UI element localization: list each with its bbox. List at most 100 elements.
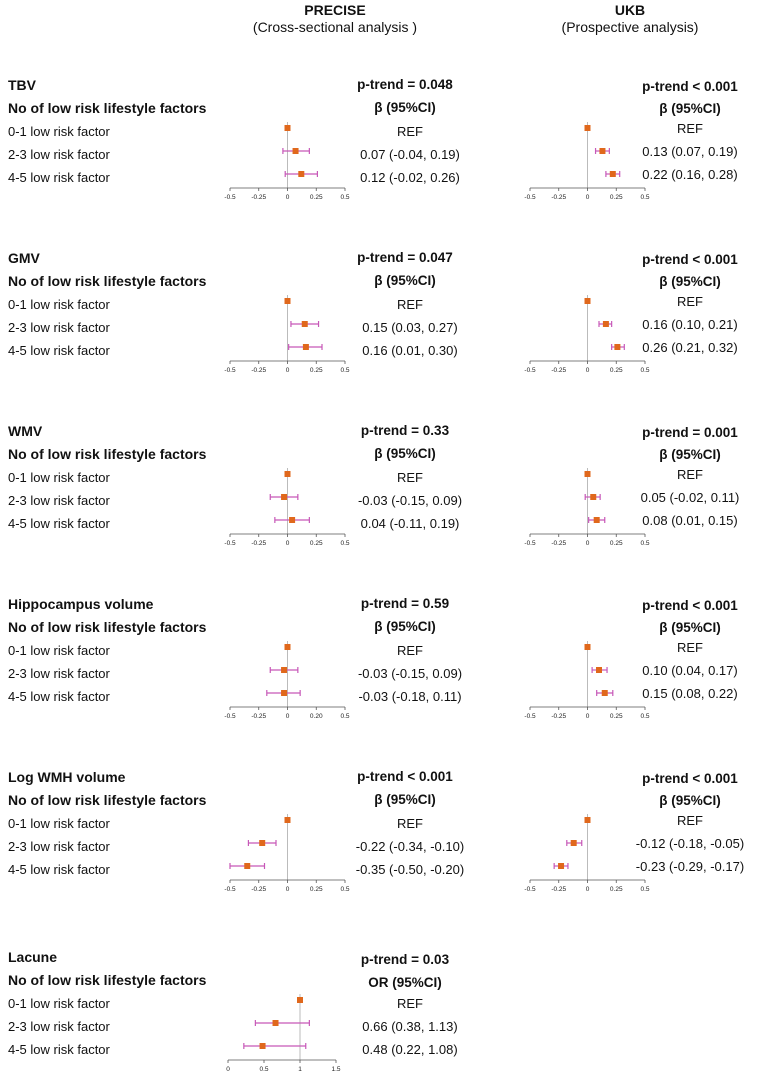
- ukb-stat-header: β (95%CI): [659, 620, 721, 635]
- ukb-estimate-label: REF: [677, 640, 703, 655]
- ukb-estimate-label: REF: [677, 294, 703, 309]
- row-label: 4-5 low risk factor: [8, 343, 110, 358]
- ukb-point-estimate: [584, 471, 591, 477]
- ukb-x-tick-label: -0.25: [551, 540, 566, 547]
- precise-point-estimate: [281, 494, 288, 500]
- precise-estimate-label: REF: [397, 297, 423, 312]
- ukb-ptrend: p-trend < 0.001: [642, 771, 738, 786]
- group-label: No of low risk lifestyle factors: [8, 619, 207, 635]
- ukb-header: UKB (Prospective analysis): [500, 2, 760, 36]
- precise-point-estimate: [284, 817, 291, 823]
- ukb-point-estimate: [590, 494, 597, 500]
- row-label: 2-3 low risk factor: [8, 147, 110, 162]
- ukb-point-estimate: [584, 125, 591, 131]
- ukb-stat-header: β (95%CI): [659, 101, 721, 116]
- row-label: 0-1 low risk factor: [8, 124, 110, 139]
- group-label: No of low risk lifestyle factors: [8, 972, 207, 988]
- panel-title: TBV: [8, 77, 36, 93]
- precise-x-tick-label: 0.25: [310, 194, 323, 201]
- ukb-x-tick-label: 0.25: [610, 886, 623, 893]
- ukb-x-tick-label: -0.25: [551, 886, 566, 893]
- precise-x-tick-label: 0: [226, 1066, 230, 1073]
- ukb-x-tick-label: 0.5: [640, 367, 649, 374]
- ukb-stat-header: β (95%CI): [659, 793, 721, 808]
- precise-estimate-label: 0.66 (0.38, 1.13): [362, 1019, 458, 1034]
- ukb-x-tick-label: 0.25: [610, 713, 623, 720]
- group-label: No of low risk lifestyle factors: [8, 273, 207, 289]
- precise-estimate-label: REF: [397, 643, 423, 658]
- ukb-x-tick-label: 0.25: [610, 194, 623, 201]
- ukb-point-estimate: [584, 644, 591, 650]
- precise-forest-plot-1: -0.5 -0.25 0 0.25 0.5: [224, 295, 350, 374]
- precise-x-tick-label: 0.20: [310, 713, 323, 720]
- precise-estimate-label: 0.07 (-0.04, 0.19): [360, 147, 460, 162]
- precise-estimate-label: 0.16 (0.01, 0.30): [362, 343, 458, 358]
- ukb-x-tick-label: -0.5: [524, 713, 536, 720]
- ukb-x-tick-label: 0.5: [640, 540, 649, 547]
- precise-x-tick-label: -0.25: [251, 886, 266, 893]
- precise-estimate-label: -0.22 (-0.34, -0.10): [355, 839, 465, 854]
- precise-estimate-label: REF: [397, 124, 423, 139]
- ukb-forest-plot-0: -0.5 -0.25 0 0.25 0.5: [524, 122, 650, 201]
- precise-estimate-label: 0.12 (-0.02, 0.26): [360, 170, 460, 185]
- ukb-x-tick-label: 0: [586, 713, 590, 720]
- ukb-point-estimate: [558, 863, 565, 869]
- group-label: No of low risk lifestyle factors: [8, 100, 207, 116]
- precise-x-tick-label: 1: [298, 1066, 302, 1073]
- precise-subtitle: (Cross-sectional analysis ): [252, 19, 418, 35]
- precise-x-tick-label: -0.25: [251, 194, 266, 201]
- ukb-estimate-label: 0.05 (-0.02, 0.11): [640, 490, 740, 505]
- precise-point-estimate: [284, 298, 291, 304]
- precise-x-tick-label: 0: [286, 367, 290, 374]
- ukb-subtitle: (Prospective analysis): [561, 19, 699, 35]
- precise-forest-plot-3: -0.5 -0.25 0 0.20 0.5: [224, 641, 350, 720]
- precise-estimate-label: -0.03 (-0.15, 0.09): [357, 493, 463, 508]
- row-label: 2-3 low risk factor: [8, 666, 110, 681]
- precise-x-tick-label: 1.5: [331, 1066, 340, 1073]
- precise-estimate-label: -0.03 (-0.15, 0.09): [357, 666, 463, 681]
- panel-title: Log WMH volume: [8, 769, 126, 785]
- precise-x-tick-label: -0.25: [251, 540, 266, 547]
- precise-x-tick-label: 0.5: [340, 713, 349, 720]
- ukb-estimate-label: REF: [677, 813, 703, 828]
- ukb-estimate-label: 0.15 (0.08, 0.22): [642, 686, 738, 701]
- precise-ptrend: p-trend = 0.59: [360, 596, 450, 611]
- precise-point-estimate: [297, 997, 303, 1003]
- precise-x-tick-label: -0.5: [224, 713, 236, 720]
- group-label: No of low risk lifestyle factors: [8, 446, 207, 462]
- panel-title: Hippocampus volume: [8, 596, 154, 612]
- precise-estimate-label: 0.15 (0.03, 0.27): [362, 320, 458, 335]
- ukb-estimate-label: 0.26 (0.21, 0.32): [642, 340, 738, 355]
- precise-point-estimate: [259, 1043, 266, 1049]
- ukb-estimate-label: -0.12 (-0.18, -0.05): [635, 836, 745, 851]
- precise-x-tick-label: 0.5: [340, 194, 349, 201]
- precise-point-estimate: [298, 171, 305, 177]
- ukb-point-estimate: [593, 517, 600, 523]
- ukb-estimate-label: REF: [677, 121, 703, 136]
- precise-forest-plot-2: -0.5 -0.25 0 0.25 0.5: [224, 468, 350, 547]
- precise-estimate-label: 0.04 (-0.11, 0.19): [360, 516, 460, 531]
- precise-estimate-label: REF: [397, 816, 423, 831]
- ukb-estimate-label: 0.10 (0.04, 0.17): [642, 663, 738, 678]
- ukb-estimate-label: 0.13 (0.07, 0.19): [642, 144, 738, 159]
- ukb-ptrend: p-trend < 0.001: [642, 79, 738, 94]
- ukb-x-tick-label: -0.25: [551, 367, 566, 374]
- precise-x-tick-label: -0.5: [224, 194, 236, 201]
- precise-point-estimate: [272, 1020, 279, 1026]
- ukb-x-tick-label: -0.5: [524, 886, 536, 893]
- row-label: 4-5 low risk factor: [8, 862, 110, 877]
- ukb-point-estimate: [609, 171, 616, 177]
- ukb-point-estimate: [596, 667, 602, 673]
- precise-point-estimate: [289, 517, 296, 523]
- precise-forest-plot-4: -0.5 -0.25 0 0.25 0.5: [224, 814, 350, 893]
- row-label: 4-5 low risk factor: [8, 1042, 110, 1057]
- ukb-x-tick-label: -0.25: [551, 194, 566, 201]
- ukb-x-tick-label: 0: [586, 367, 590, 374]
- precise-point-estimate: [281, 667, 288, 673]
- precise-x-tick-label: 0: [286, 540, 290, 547]
- ukb-estimate-label: REF: [677, 467, 703, 482]
- row-label: 4-5 low risk factor: [8, 689, 110, 704]
- ukb-x-tick-label: -0.5: [524, 194, 536, 201]
- ukb-x-tick-label: 0: [586, 886, 590, 893]
- precise-x-tick-label: 0: [286, 194, 290, 201]
